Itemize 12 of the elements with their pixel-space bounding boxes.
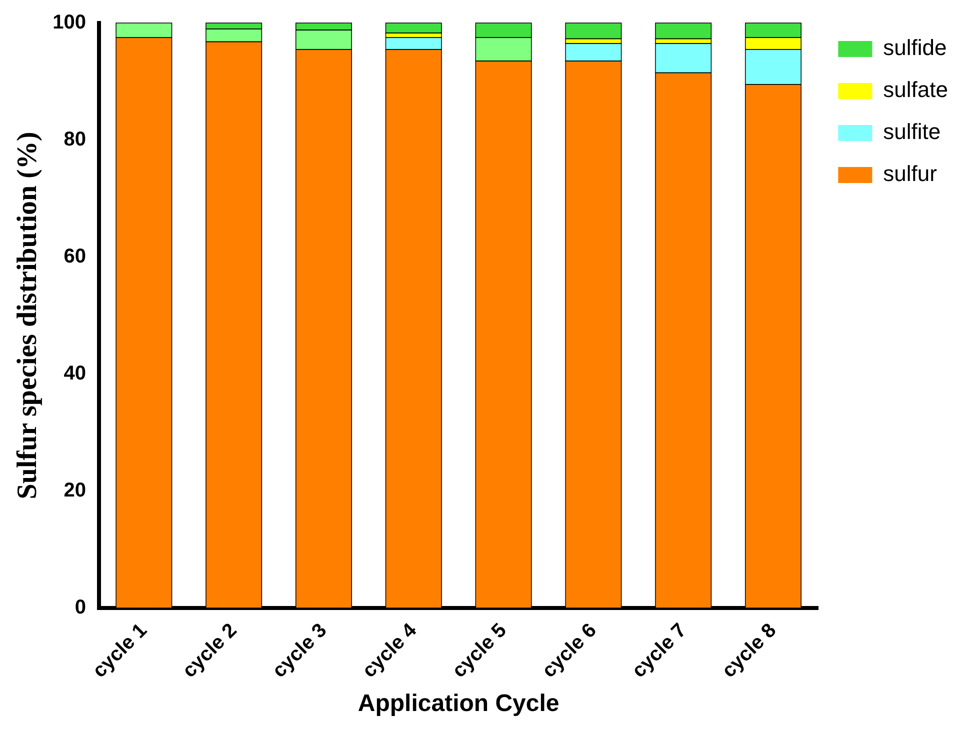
legend-label: sulfite: [883, 119, 941, 144]
legend-label: sulfur: [883, 161, 937, 186]
legend-label: sulfide: [883, 35, 947, 60]
y-tick-label: 20: [64, 480, 86, 502]
y-tick-label: 0: [74, 596, 86, 619]
y-tick-label: 40: [64, 362, 86, 385]
y-tick-label: 60: [64, 246, 86, 268]
legend-label: sulfate: [883, 77, 948, 102]
y-tick-label: 80: [64, 128, 86, 151]
y-axis-title: Sulfur species distribution (%): [12, 132, 44, 500]
x-axis-title: Application Cycle: [358, 690, 560, 718]
y-tick-label: 100: [52, 12, 86, 34]
